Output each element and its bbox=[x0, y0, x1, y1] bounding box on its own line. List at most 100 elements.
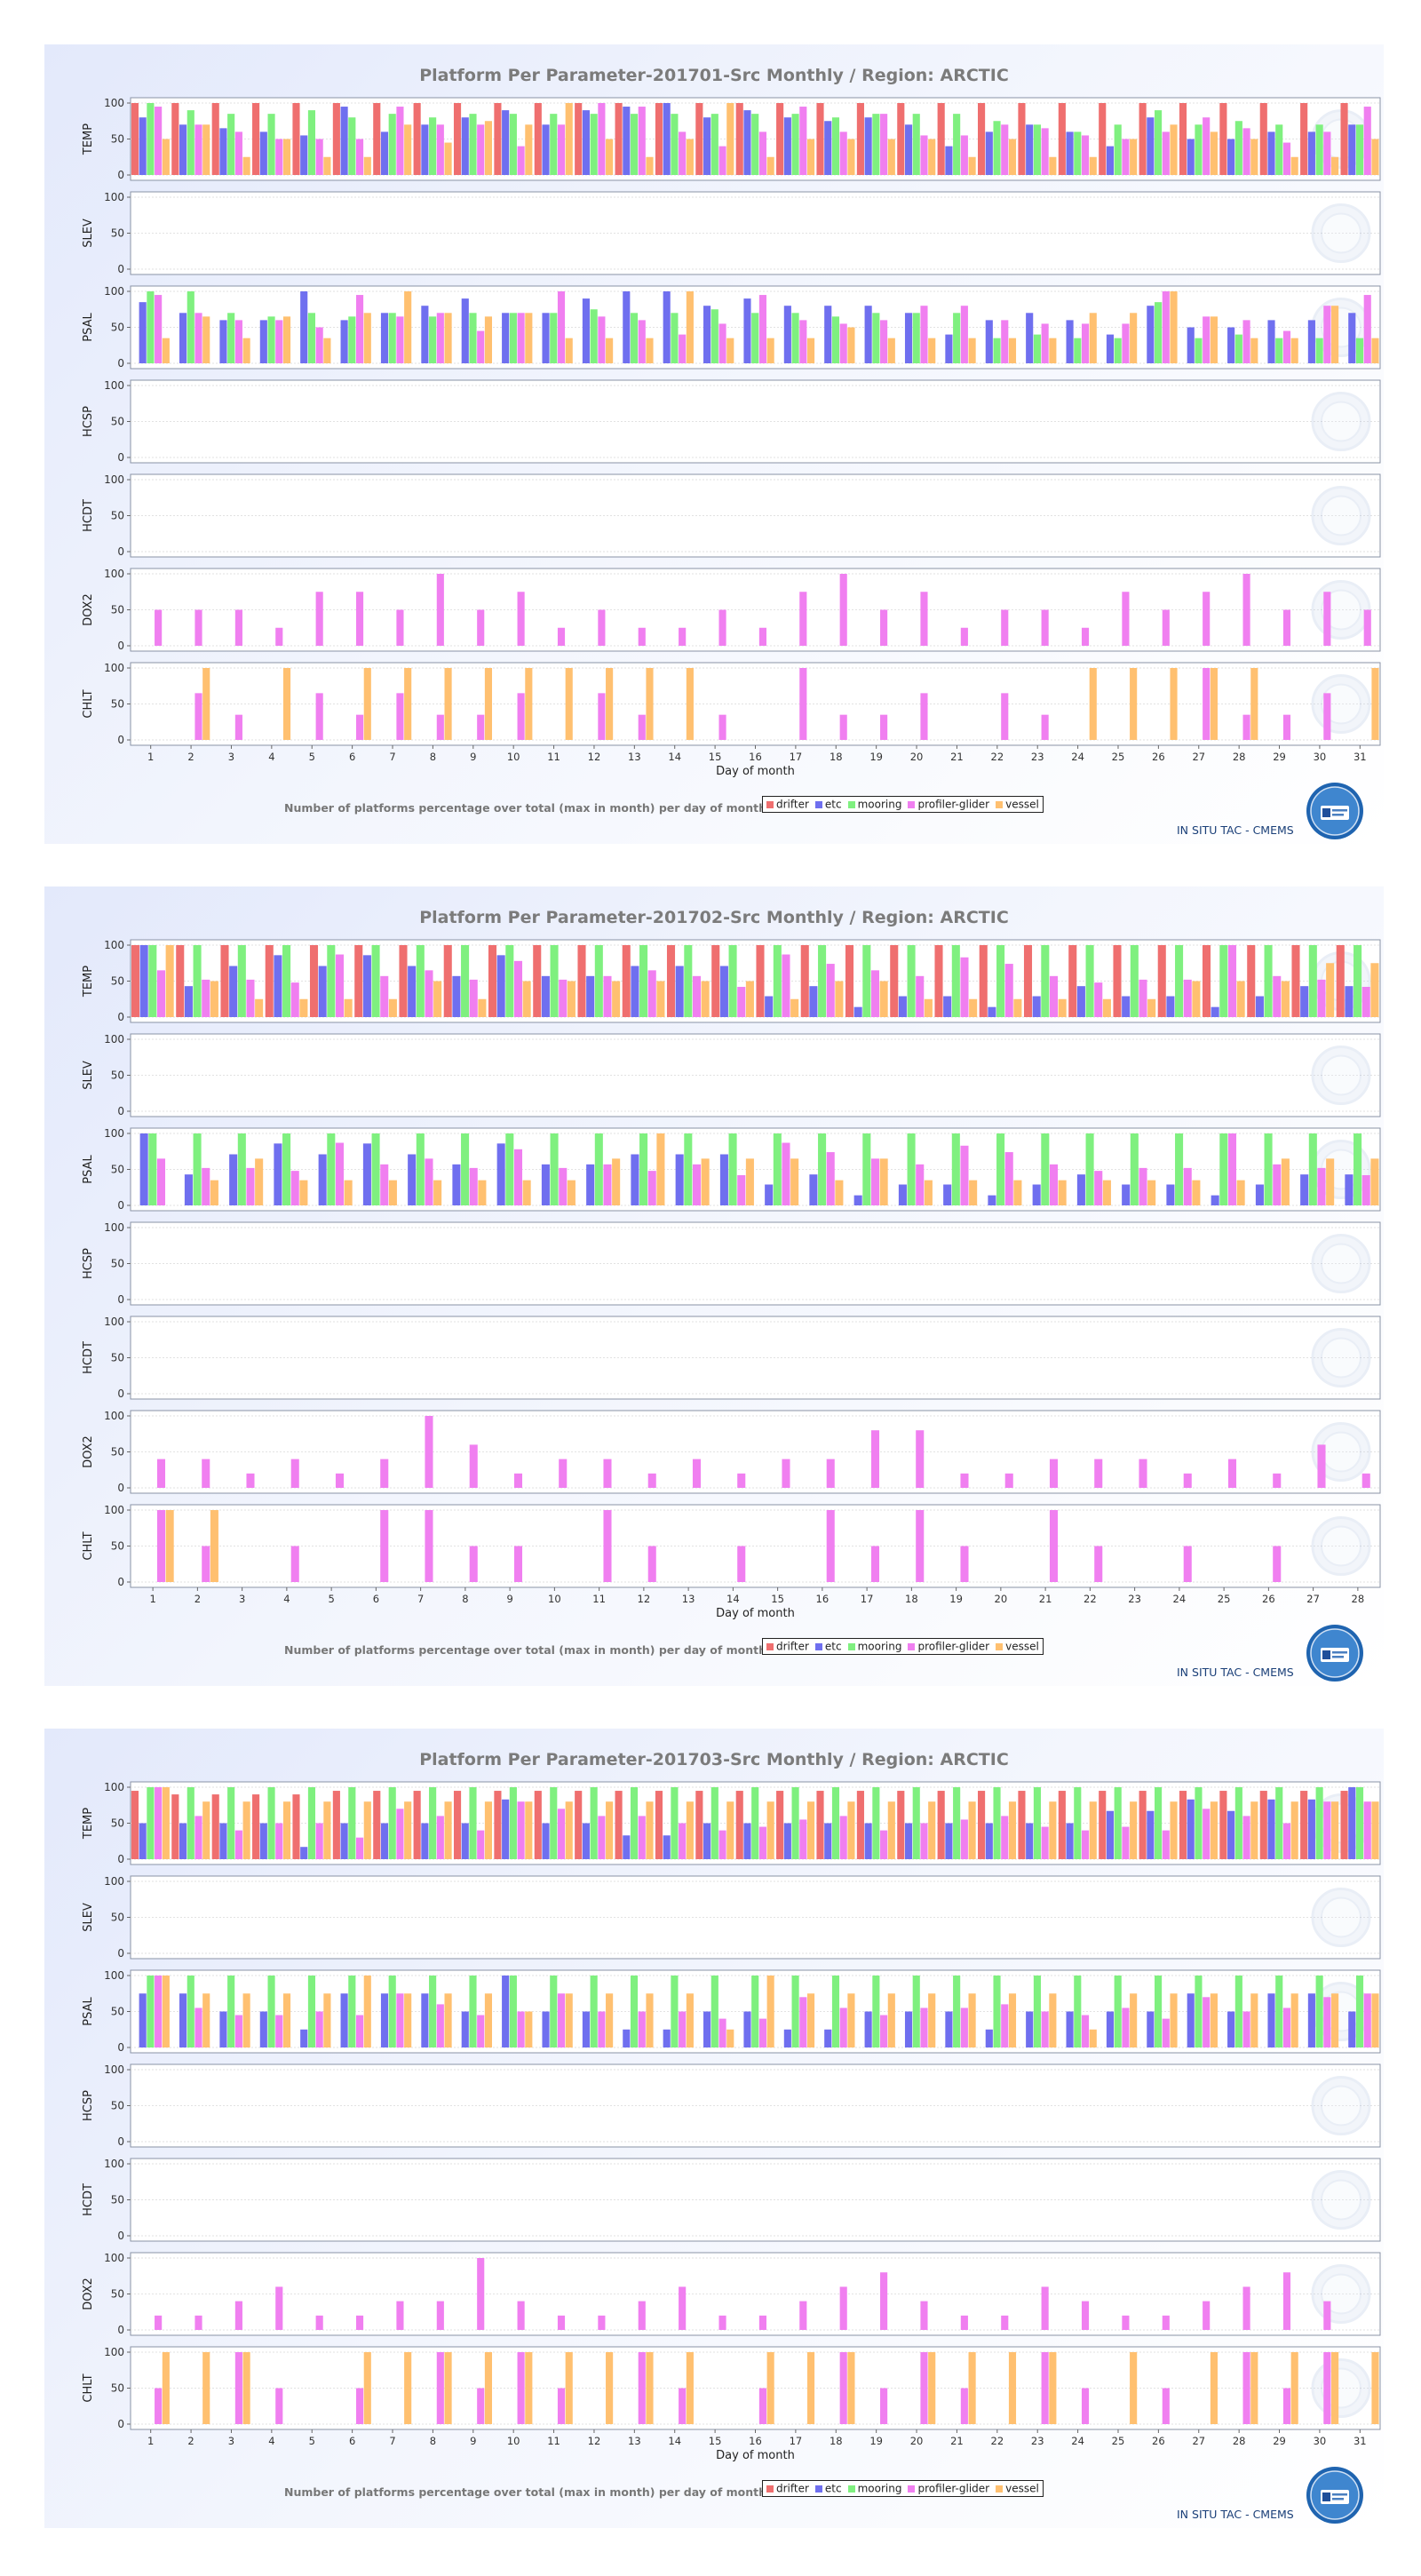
bar-temp-profiler-glider-day-11 bbox=[603, 975, 612, 1017]
x-tick-label: 13 bbox=[628, 751, 641, 763]
bar-temp-drifter-day-16 bbox=[735, 1791, 743, 1859]
bar-chlt-vessel-day-2 bbox=[210, 1510, 218, 1582]
bar-temp-profiler-glider-day-25 bbox=[1122, 1826, 1130, 1859]
bar-temp-profiler-glider-day-5 bbox=[335, 954, 345, 1017]
x-tick-label: 1 bbox=[149, 1593, 155, 1605]
bar-temp-etc-day-20 bbox=[988, 1006, 996, 1017]
bar-psal-mooring-day-5 bbox=[327, 1133, 336, 1205]
bar-psal-vessel-day-8 bbox=[444, 1993, 452, 2047]
bar-temp-mooring-day-4 bbox=[267, 1787, 275, 1859]
bar-psal-vessel-day-17 bbox=[806, 338, 815, 363]
bar-temp-mooring-day-6 bbox=[348, 1787, 356, 1859]
bar-psal-mooring-day-26 bbox=[1155, 302, 1163, 363]
x-tick-label: 24 bbox=[1173, 1593, 1187, 1605]
bar-chlt-profiler-glider-day-6 bbox=[355, 2388, 364, 2424]
bar-temp-vessel-day-17 bbox=[879, 981, 888, 1017]
bar-temp-vessel-day-9 bbox=[522, 981, 531, 1017]
bar-dox2-profiler-glider-day-8 bbox=[469, 1444, 478, 1488]
bar-temp-etc-day-13 bbox=[675, 966, 684, 1017]
bar-temp-mooring-day-17 bbox=[791, 114, 799, 175]
bar-chlt-profiler-glider-day-8 bbox=[469, 1546, 478, 1582]
x-tick-label: 11 bbox=[592, 1593, 606, 1605]
bar-temp-profiler-glider-day-1 bbox=[156, 970, 166, 1017]
bar-temp-profiler-glider-day-23 bbox=[1041, 128, 1049, 175]
bar-psal-profiler-glider-day-20 bbox=[1004, 1152, 1013, 1205]
bar-psal-etc-day-1 bbox=[139, 1993, 147, 2047]
bar-temp-vessel-day-16 bbox=[835, 981, 844, 1017]
bar-temp-mooring-day-25 bbox=[1114, 1787, 1122, 1859]
bar-temp-profiler-glider-day-15 bbox=[718, 146, 726, 175]
bar-temp-etc-day-17 bbox=[853, 1006, 862, 1017]
bar-chlt-vessel-day-2 bbox=[202, 668, 210, 740]
bar-psal-mooring-day-4 bbox=[267, 1976, 275, 2047]
bar-psal-etc-day-15 bbox=[703, 306, 711, 363]
bar-temp-drifter-day-2 bbox=[171, 1794, 179, 1859]
bar-psal-vessel-day-9 bbox=[522, 1180, 531, 1205]
x-tick-label: 3 bbox=[239, 1593, 245, 1605]
bar-temp-drifter-day-6 bbox=[332, 103, 340, 175]
bar-temp-drifter-day-11 bbox=[534, 103, 542, 175]
bar-dox2-profiler-glider-day-10 bbox=[559, 1459, 568, 1488]
bar-temp-profiler-glider-day-18 bbox=[839, 1816, 847, 1859]
bar-temp-mooring-day-29 bbox=[1275, 1787, 1283, 1859]
y-tick-label: 50 bbox=[111, 1817, 124, 1830]
bar-temp-mooring-day-2 bbox=[187, 110, 194, 175]
bar-dox2-profiler-glider-day-24 bbox=[1081, 627, 1090, 646]
bar-temp-profiler-glider-day-14 bbox=[679, 1823, 687, 1859]
bar-psal-vessel-day-14 bbox=[686, 291, 694, 363]
bar-temp-drifter-day-26 bbox=[1139, 103, 1147, 175]
bar-psal-profiler-glider-day-13 bbox=[692, 1164, 702, 1205]
bar-psal-vessel-day-30 bbox=[1331, 1993, 1339, 2047]
logo-flag bbox=[1322, 1650, 1330, 1659]
bar-temp-profiler-glider-day-23 bbox=[1139, 979, 1147, 1017]
bar-temp-etc-day-7 bbox=[408, 966, 417, 1017]
bar-temp-etc-day-25 bbox=[1211, 1006, 1219, 1017]
bar-psal-etc-day-26 bbox=[1147, 2011, 1155, 2047]
bar-dox2-profiler-glider-day-20 bbox=[920, 2301, 928, 2330]
bar-temp-drifter-day-7 bbox=[373, 1791, 381, 1859]
bar-temp-profiler-glider-day-28 bbox=[1361, 986, 1370, 1017]
bar-chlt-profiler-glider-day-8 bbox=[436, 714, 444, 740]
bar-temp-mooring-day-3 bbox=[237, 945, 246, 1017]
bar-chlt-profiler-glider-day-13 bbox=[638, 714, 646, 740]
bar-psal-profiler-glider-day-2 bbox=[194, 2008, 202, 2047]
bar-temp-vessel-day-6 bbox=[363, 156, 371, 175]
bar-psal-vessel-day-11 bbox=[612, 1158, 621, 1205]
bar-temp-etc-day-6 bbox=[362, 955, 371, 1017]
bar-temp-vessel-day-14 bbox=[686, 139, 694, 175]
bar-psal-etc-day-18 bbox=[824, 306, 832, 363]
bar-temp-profiler-glider-day-12 bbox=[647, 970, 656, 1017]
bar-temp-drifter-day-27 bbox=[1179, 1791, 1187, 1859]
bar-dox2-profiler-glider-day-15 bbox=[718, 2315, 726, 2330]
bar-temp-drifter-day-10 bbox=[494, 103, 502, 175]
y-tick-label: 50 bbox=[111, 2382, 124, 2395]
bar-chlt-profiler-glider-day-19 bbox=[880, 714, 888, 740]
bar-temp-profiler-glider-day-13 bbox=[638, 1816, 646, 1859]
x-tick-label: 4 bbox=[283, 1593, 290, 1605]
x-tick-label: 29 bbox=[1273, 751, 1286, 763]
x-tick-label: 31 bbox=[1354, 751, 1367, 763]
bar-temp-vessel-day-4 bbox=[282, 1801, 291, 1859]
bar-psal-mooring-day-5 bbox=[307, 1976, 316, 2047]
bar-psal-profiler-glider-day-27 bbox=[1203, 316, 1211, 363]
x-tick-label: 21 bbox=[950, 2435, 964, 2447]
bar-psal-etc-day-28 bbox=[1227, 2011, 1235, 2047]
x-tick-label: 23 bbox=[1031, 2435, 1044, 2447]
bar-temp-drifter-day-20 bbox=[979, 945, 988, 1017]
bar-chlt-vessel-day-27 bbox=[1210, 668, 1218, 740]
bar-psal-etc-day-5 bbox=[300, 291, 308, 363]
bar-temp-etc-day-29 bbox=[1267, 1799, 1275, 1859]
bar-psal-vessel-day-15 bbox=[790, 1158, 799, 1205]
bar-temp-etc-day-2 bbox=[179, 124, 187, 175]
bar-temp-etc-day-18 bbox=[824, 121, 832, 175]
bar-temp-vessel-day-2 bbox=[210, 981, 218, 1017]
x-tick-label: 15 bbox=[771, 1593, 784, 1605]
bar-psal-etc-day-22 bbox=[985, 320, 993, 363]
y-tick-label: 100 bbox=[104, 1410, 124, 1422]
y-tick-label: 0 bbox=[117, 1105, 124, 1117]
bar-temp-drifter-day-27 bbox=[1179, 103, 1187, 175]
bar-chlt-profiler-glider-day-18 bbox=[839, 714, 847, 740]
bar-temp-etc-day-27 bbox=[1187, 1799, 1195, 1859]
bar-psal-mooring-day-13 bbox=[684, 1133, 693, 1205]
